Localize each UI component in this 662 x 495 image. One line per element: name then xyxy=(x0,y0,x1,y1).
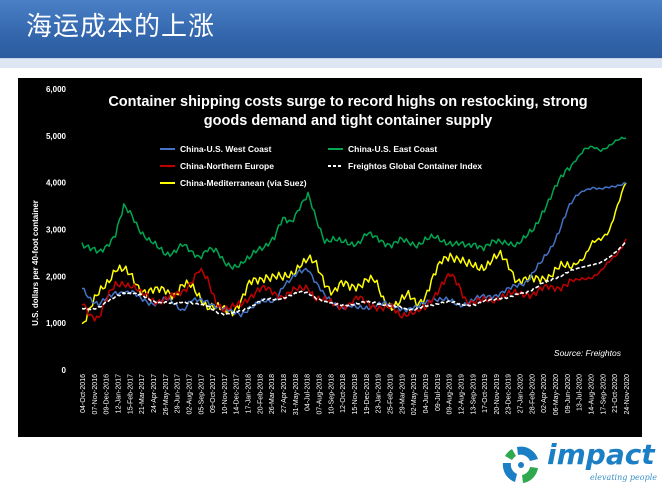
x-tick-label: 14-Dec-2017 xyxy=(234,374,241,415)
y-axis-label: U.S. dollars per 40-foot container xyxy=(31,200,40,326)
y-tick-label: 6,000 xyxy=(46,85,67,94)
legend-label: China-U.S. East Coast xyxy=(348,144,437,154)
x-tick-label: 12-Jan-2017 xyxy=(115,374,122,413)
series-line-china-u-s-west-coast xyxy=(82,182,627,318)
x-axis: 04-Oct-2016 07-Nov-2016 09-Dec-2016 12-Jan-… xyxy=(80,374,631,415)
x-tick-label: 09-Aug-2019 xyxy=(447,374,454,415)
x-tick-label: 06-May-2020 xyxy=(553,374,560,415)
series-line-china-mediterranean-via-suez- xyxy=(81,182,627,325)
x-tick-label: 12-Oct-2018 xyxy=(340,374,347,413)
legend-label: Freightos Global Container Index xyxy=(348,161,482,171)
slide-title: 海运成本的上涨 xyxy=(26,12,216,42)
x-tick-label: 07-Nov-2016 xyxy=(92,374,99,415)
x-tick-label: 17-Oct-2019 xyxy=(482,374,489,413)
y-tick-label: 3,000 xyxy=(46,226,67,235)
source-note: Source: Freightos xyxy=(554,348,622,358)
x-tick-label: 10-Sep-2018 xyxy=(328,374,335,415)
x-tick-label: 20-Feb-2018 xyxy=(257,374,264,414)
x-tick-label: 15-Nov-2018 xyxy=(352,374,359,415)
x-tick-label: 02-Aug-2017 xyxy=(186,374,193,415)
legend: China-U.S. West Coast China-U.S. East Coa… xyxy=(160,144,482,188)
x-tick-label: 15-Feb-2017 xyxy=(127,374,134,414)
x-tick-label: 29-Jun-2017 xyxy=(175,374,182,413)
header-divider xyxy=(0,58,662,68)
x-tick-label: 28-Feb-2020 xyxy=(529,374,536,414)
y-tick-label: 2,000 xyxy=(46,272,67,281)
x-tick-label: 19-Dec-2018 xyxy=(364,374,371,415)
x-tick-label: 13-Jul-2020 xyxy=(577,374,584,411)
x-tick-label: 17-Sep-2020 xyxy=(600,374,607,415)
x-tick-label: 09-Jun-2020 xyxy=(565,374,572,413)
x-tick-label: 21-Oct-2020 xyxy=(612,374,619,413)
x-tick-label: 24-Nov-2020 xyxy=(624,374,631,415)
series-group xyxy=(81,136,627,325)
series-line-china-northern-europe xyxy=(81,238,627,322)
x-tick-label: 14-Aug-2020 xyxy=(589,374,596,415)
x-tick-label: 12-Aug-2019 xyxy=(458,374,465,415)
x-tick-label: 27-Apr-2018 xyxy=(281,374,288,413)
logo-tagline: elevating people xyxy=(590,473,657,482)
x-tick-label: 21-Mar-2017 xyxy=(139,374,146,414)
x-tick-label: 04-Jun-2019 xyxy=(423,374,430,413)
x-tick-label: 27-Jan-2020 xyxy=(518,374,525,413)
x-tick-label: 20-Nov-2019 xyxy=(494,374,501,415)
slide-header: 海运成本的上涨 xyxy=(0,0,662,58)
x-tick-label: 29-Mar-2019 xyxy=(399,374,406,414)
chart-panel: Container shipping costs surge to record… xyxy=(18,78,642,437)
x-tick-label: 23-Dec-2019 xyxy=(506,374,513,415)
x-tick-label: 02-May-2019 xyxy=(411,374,418,415)
chart-title: Container shipping costs surge to record… xyxy=(108,94,587,129)
x-tick-label: 04-Jul-2018 xyxy=(305,374,312,411)
legend-label: China-U.S. West Coast xyxy=(180,144,272,154)
y-tick-label: 1,000 xyxy=(46,319,67,328)
y-tick-label: 5,000 xyxy=(46,132,67,141)
y-axis: 0 1,000 2,000 3,000 4,000 5,000 6,000 xyxy=(46,85,67,375)
x-tick-label: 04-Oct-2016 xyxy=(80,374,87,413)
legend-label: China-Northern Europe xyxy=(180,161,274,171)
x-tick-label: 10-Nov-2017 xyxy=(222,374,229,415)
x-tick-label: 09-Jul-2019 xyxy=(435,374,442,411)
x-tick-label: 26-Mar-2018 xyxy=(269,374,276,414)
x-tick-label: 17-Jan-2018 xyxy=(246,374,253,413)
x-tick-label: 09-Dec-2016 xyxy=(104,374,111,415)
x-tick-label: 26-May-2017 xyxy=(163,374,170,415)
chart-svg: Container shipping costs surge to record… xyxy=(31,85,631,415)
y-tick-label: 0 xyxy=(62,366,67,375)
legend-label: China-Mediterranean (via Suez) xyxy=(180,178,307,188)
x-tick-label: 24-Apr-2017 xyxy=(151,374,158,413)
series-line-freightos-global-container-index xyxy=(81,240,627,317)
chart-title-line-1: Container shipping costs surge to record… xyxy=(108,94,587,110)
chart-title-line-2: goods demand and tight container supply xyxy=(204,113,492,129)
impact-logo-icon xyxy=(502,446,538,483)
series-line-china-u-s-east-coast xyxy=(81,136,627,270)
y-tick-label: 4,000 xyxy=(46,179,67,188)
x-tick-label: 07-Aug-2018 xyxy=(317,374,324,415)
x-tick-label: 02-Apr-2020 xyxy=(541,374,548,413)
impact-logo: impact elevating people xyxy=(498,438,658,492)
x-tick-label: 05-Sep-2017 xyxy=(198,374,205,415)
x-tick-label: 31-May-2018 xyxy=(293,374,300,415)
logo-wordmark: impact xyxy=(547,438,655,471)
x-tick-label: 25-Feb-2019 xyxy=(387,374,394,414)
x-tick-label: 23-Jan-2019 xyxy=(376,374,383,413)
x-tick-label: 13-Sep-2019 xyxy=(470,374,477,415)
x-tick-label: 09-Oct-2017 xyxy=(210,374,217,413)
